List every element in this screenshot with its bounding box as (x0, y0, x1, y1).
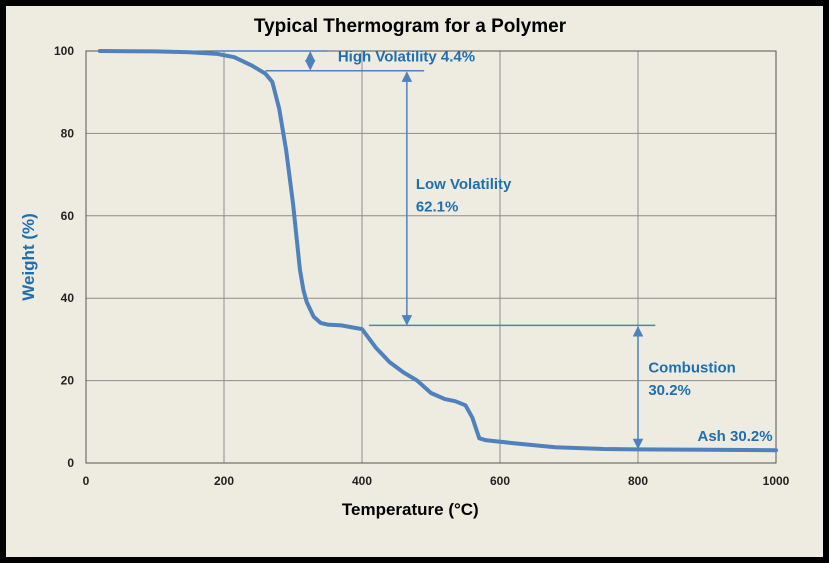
y-axis-label: Weight (%) (19, 213, 38, 301)
chart-title: Typical Thermogram for a Polymer (254, 16, 567, 37)
x-tick-label: 0 (83, 474, 90, 488)
series-line-0 (97, 49, 778, 453)
y-tick-label: 0 (67, 456, 74, 470)
x-axis-label: Temperature (°C) (342, 500, 479, 519)
annotation-low-volatility-value: 62.1% (416, 199, 459, 216)
y-tick-label: 40 (61, 291, 75, 305)
annotation-combustion-value: 30.2% (648, 382, 691, 399)
x-tick-label: 1000 (763, 474, 790, 488)
chart-frame: Typical Thermogram for a Polymer 0 200 400… (4, 4, 825, 559)
annotation-ash: Ash 30.2% (698, 428, 773, 445)
x-tick-label: 400 (352, 474, 372, 488)
axis-ticks: 0 200 400 600 800 1000 0 20 40 60 80 100 (54, 44, 790, 488)
y-tick-label: 20 (61, 374, 75, 388)
x-tick-label: 600 (490, 474, 510, 488)
y-tick-label: 100 (54, 44, 74, 58)
series-layer (97, 49, 778, 453)
grid (85, 50, 777, 464)
annotation-high-volatility: High Volatility 4.4% (338, 48, 475, 65)
plot-area (85, 50, 777, 464)
annotation-combustion: Combustion (648, 359, 736, 376)
annotation-low-volatility: Low Volatility (416, 176, 512, 193)
x-tick-label: 200 (214, 474, 234, 488)
y-tick-label: 80 (61, 126, 75, 140)
annotations: High Volatility 4.4% Low Volatility 62.1% C… (213, 48, 773, 450)
y-tick-label: 60 (61, 209, 75, 223)
x-tick-label: 800 (628, 474, 648, 488)
thermogram-chart: Typical Thermogram for a Polymer 0 200 400… (19, 16, 790, 519)
